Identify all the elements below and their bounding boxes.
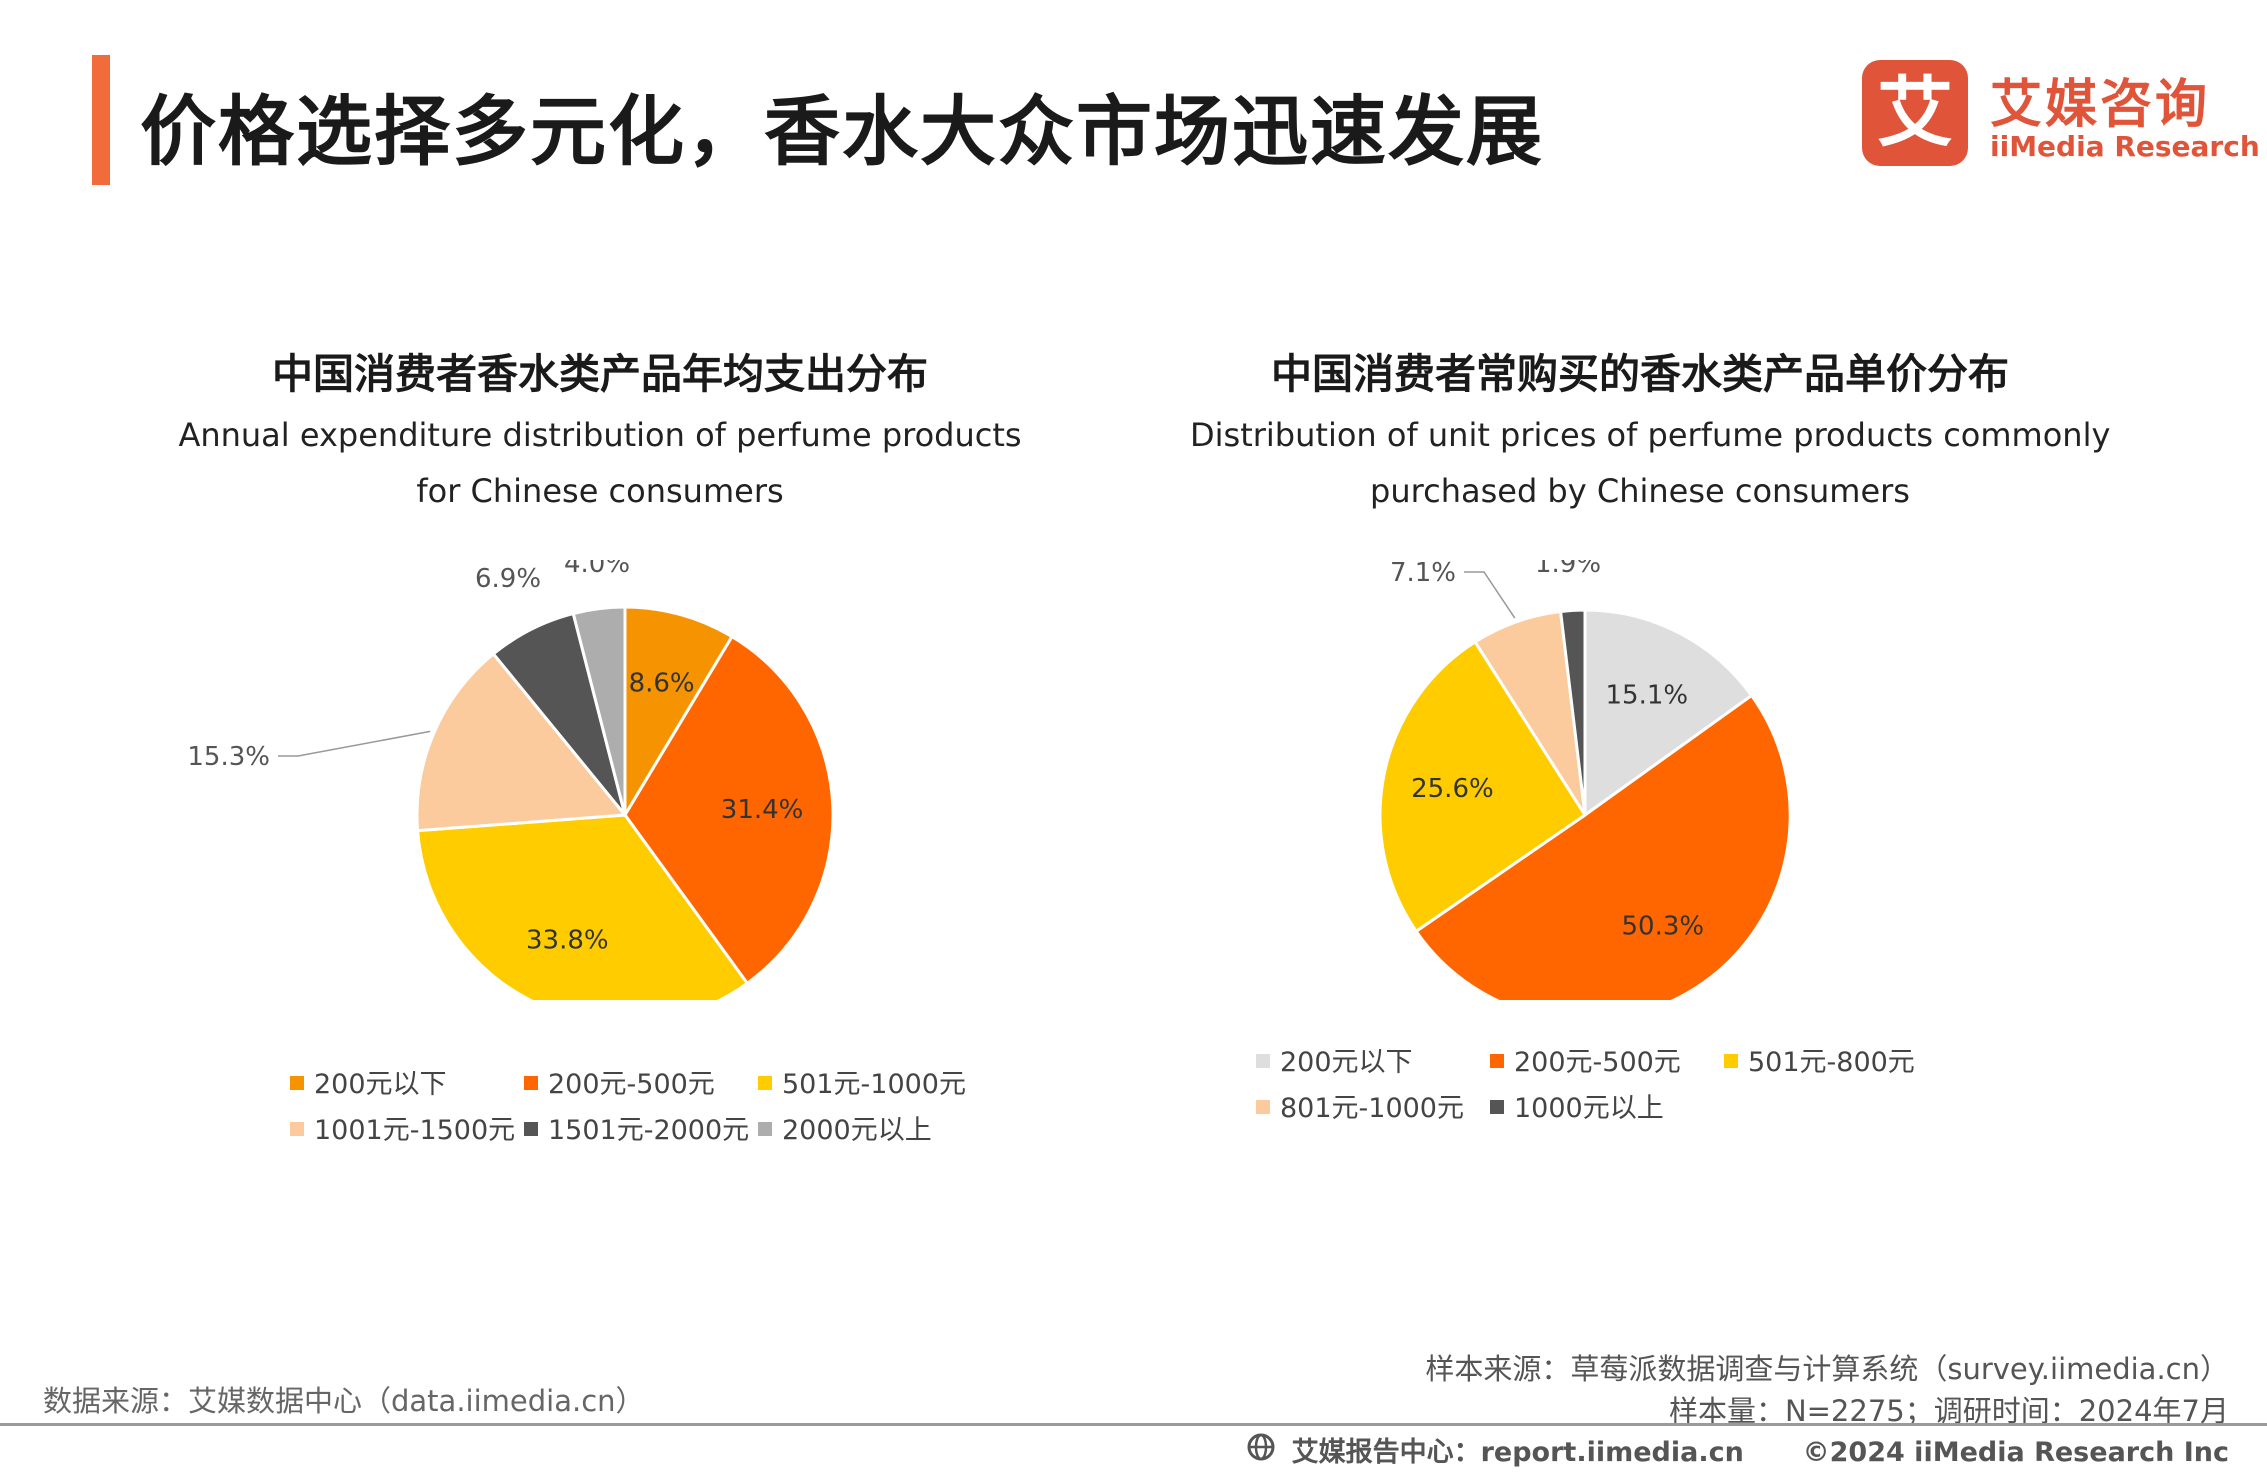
legend-swatch xyxy=(1724,1053,1738,1068)
chart-title-cn: 中国消费者常购买的香水类产品单价分布 xyxy=(1271,350,2009,398)
pie-slice xyxy=(1378,639,1588,934)
legend-item: 200元以下 xyxy=(1256,1040,1413,1079)
legend-item: 200元以下 xyxy=(290,1062,447,1101)
legend-swatch xyxy=(758,1075,772,1090)
slice-value-label: 7.1% xyxy=(1390,560,1456,588)
footer-divider xyxy=(0,1423,2267,1426)
logo-name-en: iiMedia Research xyxy=(1990,130,2260,163)
legend-item: 200元-500元 xyxy=(524,1062,715,1101)
legend-label: 1001元-1500元 xyxy=(314,1115,516,1146)
data-source-note: 数据来源：艾媒数据中心（data.iimedia.cn） xyxy=(43,1384,645,1418)
slice-value-label: 8.6% xyxy=(629,669,695,699)
report-center-link[interactable]: 艾媒报告中心：report.iimedia.cn xyxy=(1291,1437,1744,1468)
legend-swatch xyxy=(1490,1099,1504,1114)
slice-value-label: 15.3% xyxy=(187,742,270,772)
slice-value-label: 1.9% xyxy=(1535,560,1601,579)
legend-item: 2000元以上 xyxy=(758,1108,932,1147)
iimedia-logo: 艾 艾媒咨询 iiMedia Research xyxy=(1862,60,2260,170)
slice-value-label: 31.4% xyxy=(721,795,804,825)
slice-value-label: 50.3% xyxy=(1621,912,1704,942)
pie-slice xyxy=(571,605,627,816)
leader-line xyxy=(278,730,431,757)
legend-label: 200元以下 xyxy=(1280,1047,1413,1078)
slice-value-label: 4.0% xyxy=(564,560,630,579)
unit-price-legend: 200元以下 200元-500元 501元-800元 801元-1000元 1000元以… xyxy=(1190,1040,2090,1124)
legend-swatch xyxy=(758,1121,772,1136)
copyright-text: ©2024 iiMedia Research Inc xyxy=(1802,1437,2229,1468)
slice-value-label: 33.8% xyxy=(526,926,609,956)
legend-item: 1000元以上 xyxy=(1490,1086,1664,1125)
expenditure-chart-panel: 中国消费者香水类产品年均支出分布 Annual expenditure dist… xyxy=(150,340,1050,1160)
chart-title-en-line1: Distribution of unit prices of perfume p… xyxy=(1190,416,2111,454)
legend-swatch xyxy=(1256,1053,1270,1068)
legend-label: 2000元以上 xyxy=(782,1115,932,1146)
chart-title-en-line1: Annual expenditure distribution of perfu… xyxy=(178,416,1022,454)
unit-price-chart-panel: 中国消费者常购买的香水类产品单价分布 Distribution of unit … xyxy=(1190,340,2111,1160)
legend-label: 200元-500元 xyxy=(548,1069,715,1100)
chart-title-en-line2: for Chinese consumers xyxy=(416,472,784,510)
legend-item: 1001元-1500元 xyxy=(290,1108,515,1147)
legend-swatch xyxy=(524,1121,538,1136)
pie-slice xyxy=(623,605,735,821)
pie-slice xyxy=(1558,608,1587,816)
slice-value-label: 6.9% xyxy=(475,564,541,594)
unit-price-pie-chart: 15.1% 50.3% 25.6% 7.1% 1.9% xyxy=(1378,560,1792,1000)
slice-value-label: 25.6% xyxy=(1411,774,1494,804)
legend-swatch xyxy=(1490,1053,1504,1068)
legend-swatch xyxy=(524,1075,538,1090)
legend-label: 1000元以上 xyxy=(1514,1093,1664,1124)
page-title: 价格选择多元化，香水大众市场迅速发展 xyxy=(140,87,1544,176)
legend-item: 801元-1000元 xyxy=(1256,1086,1464,1125)
legend-swatch xyxy=(290,1121,304,1136)
legend-label: 200元-500元 xyxy=(1514,1047,1681,1078)
logo-name-cn: 艾媒咨询 xyxy=(1990,75,2211,135)
footer: 艾媒报告中心：report.iimedia.cn ©2024 iiMedia R… xyxy=(1246,1430,2229,1472)
pie-slice xyxy=(1583,608,1754,818)
sample-source-note: 样本来源：草莓派数据调查与计算系统（survey.iimedia.cn） 样本量… xyxy=(1425,1348,2229,1432)
legend-label: 501元-1000元 xyxy=(782,1069,966,1100)
chart-title-en-line2: purchased by Chinese consumers xyxy=(1370,472,1910,510)
leader-line xyxy=(1464,571,1516,619)
legend-swatch xyxy=(1256,1099,1270,1114)
sample-source-line: 样本来源：草莓派数据调查与计算系统（survey.iimedia.cn） xyxy=(1425,1352,2229,1386)
pie-slice xyxy=(623,634,835,986)
expenditure-legend: 200元以下 200元-500元 501元-1000元 1001元-1500元 1501… xyxy=(150,1062,1050,1146)
globe-icon xyxy=(1246,1432,1276,1469)
chart-title-cn: 中国消费者香水类产品年均支出分布 xyxy=(272,350,928,398)
legend-item: 501元-1000元 xyxy=(758,1062,966,1101)
expenditure-pie-chart: 8.6% 31.4% 33.8% 15.3% 6.9% 4.0% xyxy=(187,560,835,1000)
legend-item: 501元-800元 xyxy=(1724,1040,1915,1079)
logo-mark-glyph: 艾 xyxy=(1877,68,1953,157)
slice-value-label: 15.1% xyxy=(1605,681,1688,711)
legend-label: 200元以下 xyxy=(314,1069,447,1100)
legend-item: 1501元-2000元 xyxy=(524,1108,749,1147)
legend-label: 1501元-2000元 xyxy=(548,1115,750,1146)
legend-item: 200元-500元 xyxy=(1490,1040,1681,1079)
title-accent-bar xyxy=(92,55,110,185)
pie-slice xyxy=(1414,693,1792,1000)
pie-slice xyxy=(415,651,628,833)
pie-slice xyxy=(415,813,750,1000)
legend-swatch xyxy=(290,1075,304,1090)
legend-label: 801元-1000元 xyxy=(1280,1093,1464,1124)
sample-info-line: 样本量：N=2275；调研时间：2024年7月 xyxy=(1668,1394,2229,1428)
legend-label: 501元-800元 xyxy=(1748,1047,1915,1078)
logo-mark: 艾 xyxy=(1862,60,1968,166)
